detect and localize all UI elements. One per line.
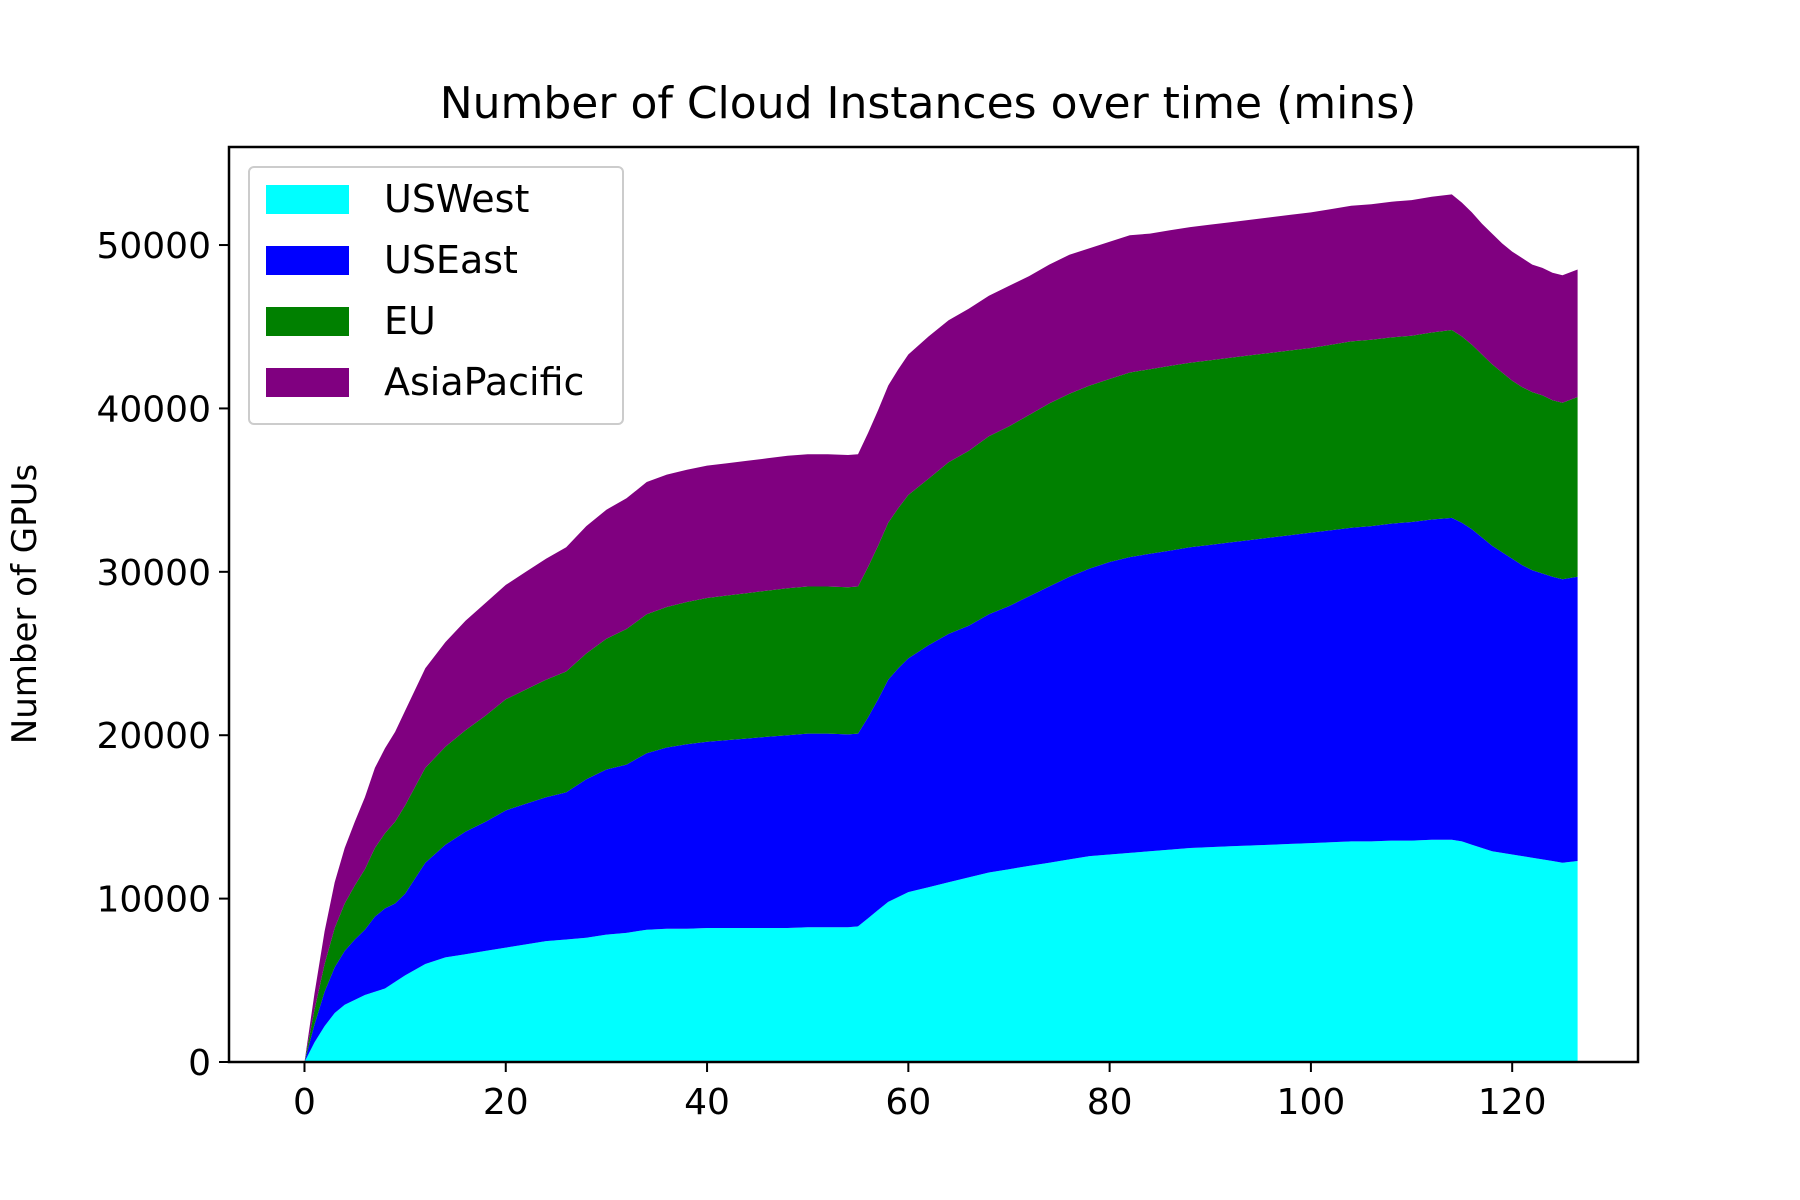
x-tick-label: 60 bbox=[885, 1082, 931, 1123]
x-tick-label: 40 bbox=[684, 1082, 730, 1123]
legend-label-eu: EU bbox=[384, 299, 436, 343]
chart-title: Number of Cloud Instances over time (min… bbox=[440, 78, 1417, 129]
legend-swatch-asiapacific bbox=[266, 368, 349, 397]
legend-label-useast: USEast bbox=[384, 238, 518, 282]
x-tick-label: 0 bbox=[293, 1082, 316, 1123]
area-useast bbox=[304, 517, 1578, 1062]
y-tick-label: 50000 bbox=[96, 226, 211, 267]
legend: USWest USEast EU AsiaPacific bbox=[248, 166, 624, 425]
x-tick-label: 20 bbox=[483, 1082, 529, 1123]
legend-swatch-useast bbox=[266, 246, 349, 275]
x-tick-label: 120 bbox=[1478, 1082, 1547, 1123]
y-tick-label: 30000 bbox=[96, 553, 211, 594]
y-tick-label: 10000 bbox=[96, 880, 211, 921]
legend-label-asiapacific: AsiaPacific bbox=[384, 360, 584, 404]
area-eu bbox=[304, 330, 1578, 1062]
legend-box bbox=[248, 166, 624, 425]
y-axis-label: Number of GPUs bbox=[5, 464, 45, 744]
series-areas bbox=[304, 194, 1578, 1062]
area-asiapacific bbox=[304, 194, 1578, 1062]
area-uswest bbox=[304, 839, 1578, 1062]
legend-label-uswest: USWest bbox=[384, 177, 529, 221]
legend-swatch-eu bbox=[266, 307, 349, 336]
x-axis: 0 20 40 60 80 100 120 bbox=[293, 1062, 1547, 1123]
y-tick-label: 20000 bbox=[96, 716, 211, 757]
y-tick-label: 0 bbox=[188, 1043, 211, 1084]
x-tick-label: 100 bbox=[1277, 1082, 1346, 1123]
y-tick-label: 40000 bbox=[96, 389, 211, 430]
legend-swatch-uswest bbox=[266, 185, 349, 214]
y-axis: 0 10000 20000 30000 40000 50000 bbox=[96, 226, 229, 1084]
plot-frame bbox=[227, 145, 1640, 1064]
x-tick-label: 80 bbox=[1087, 1082, 1133, 1123]
